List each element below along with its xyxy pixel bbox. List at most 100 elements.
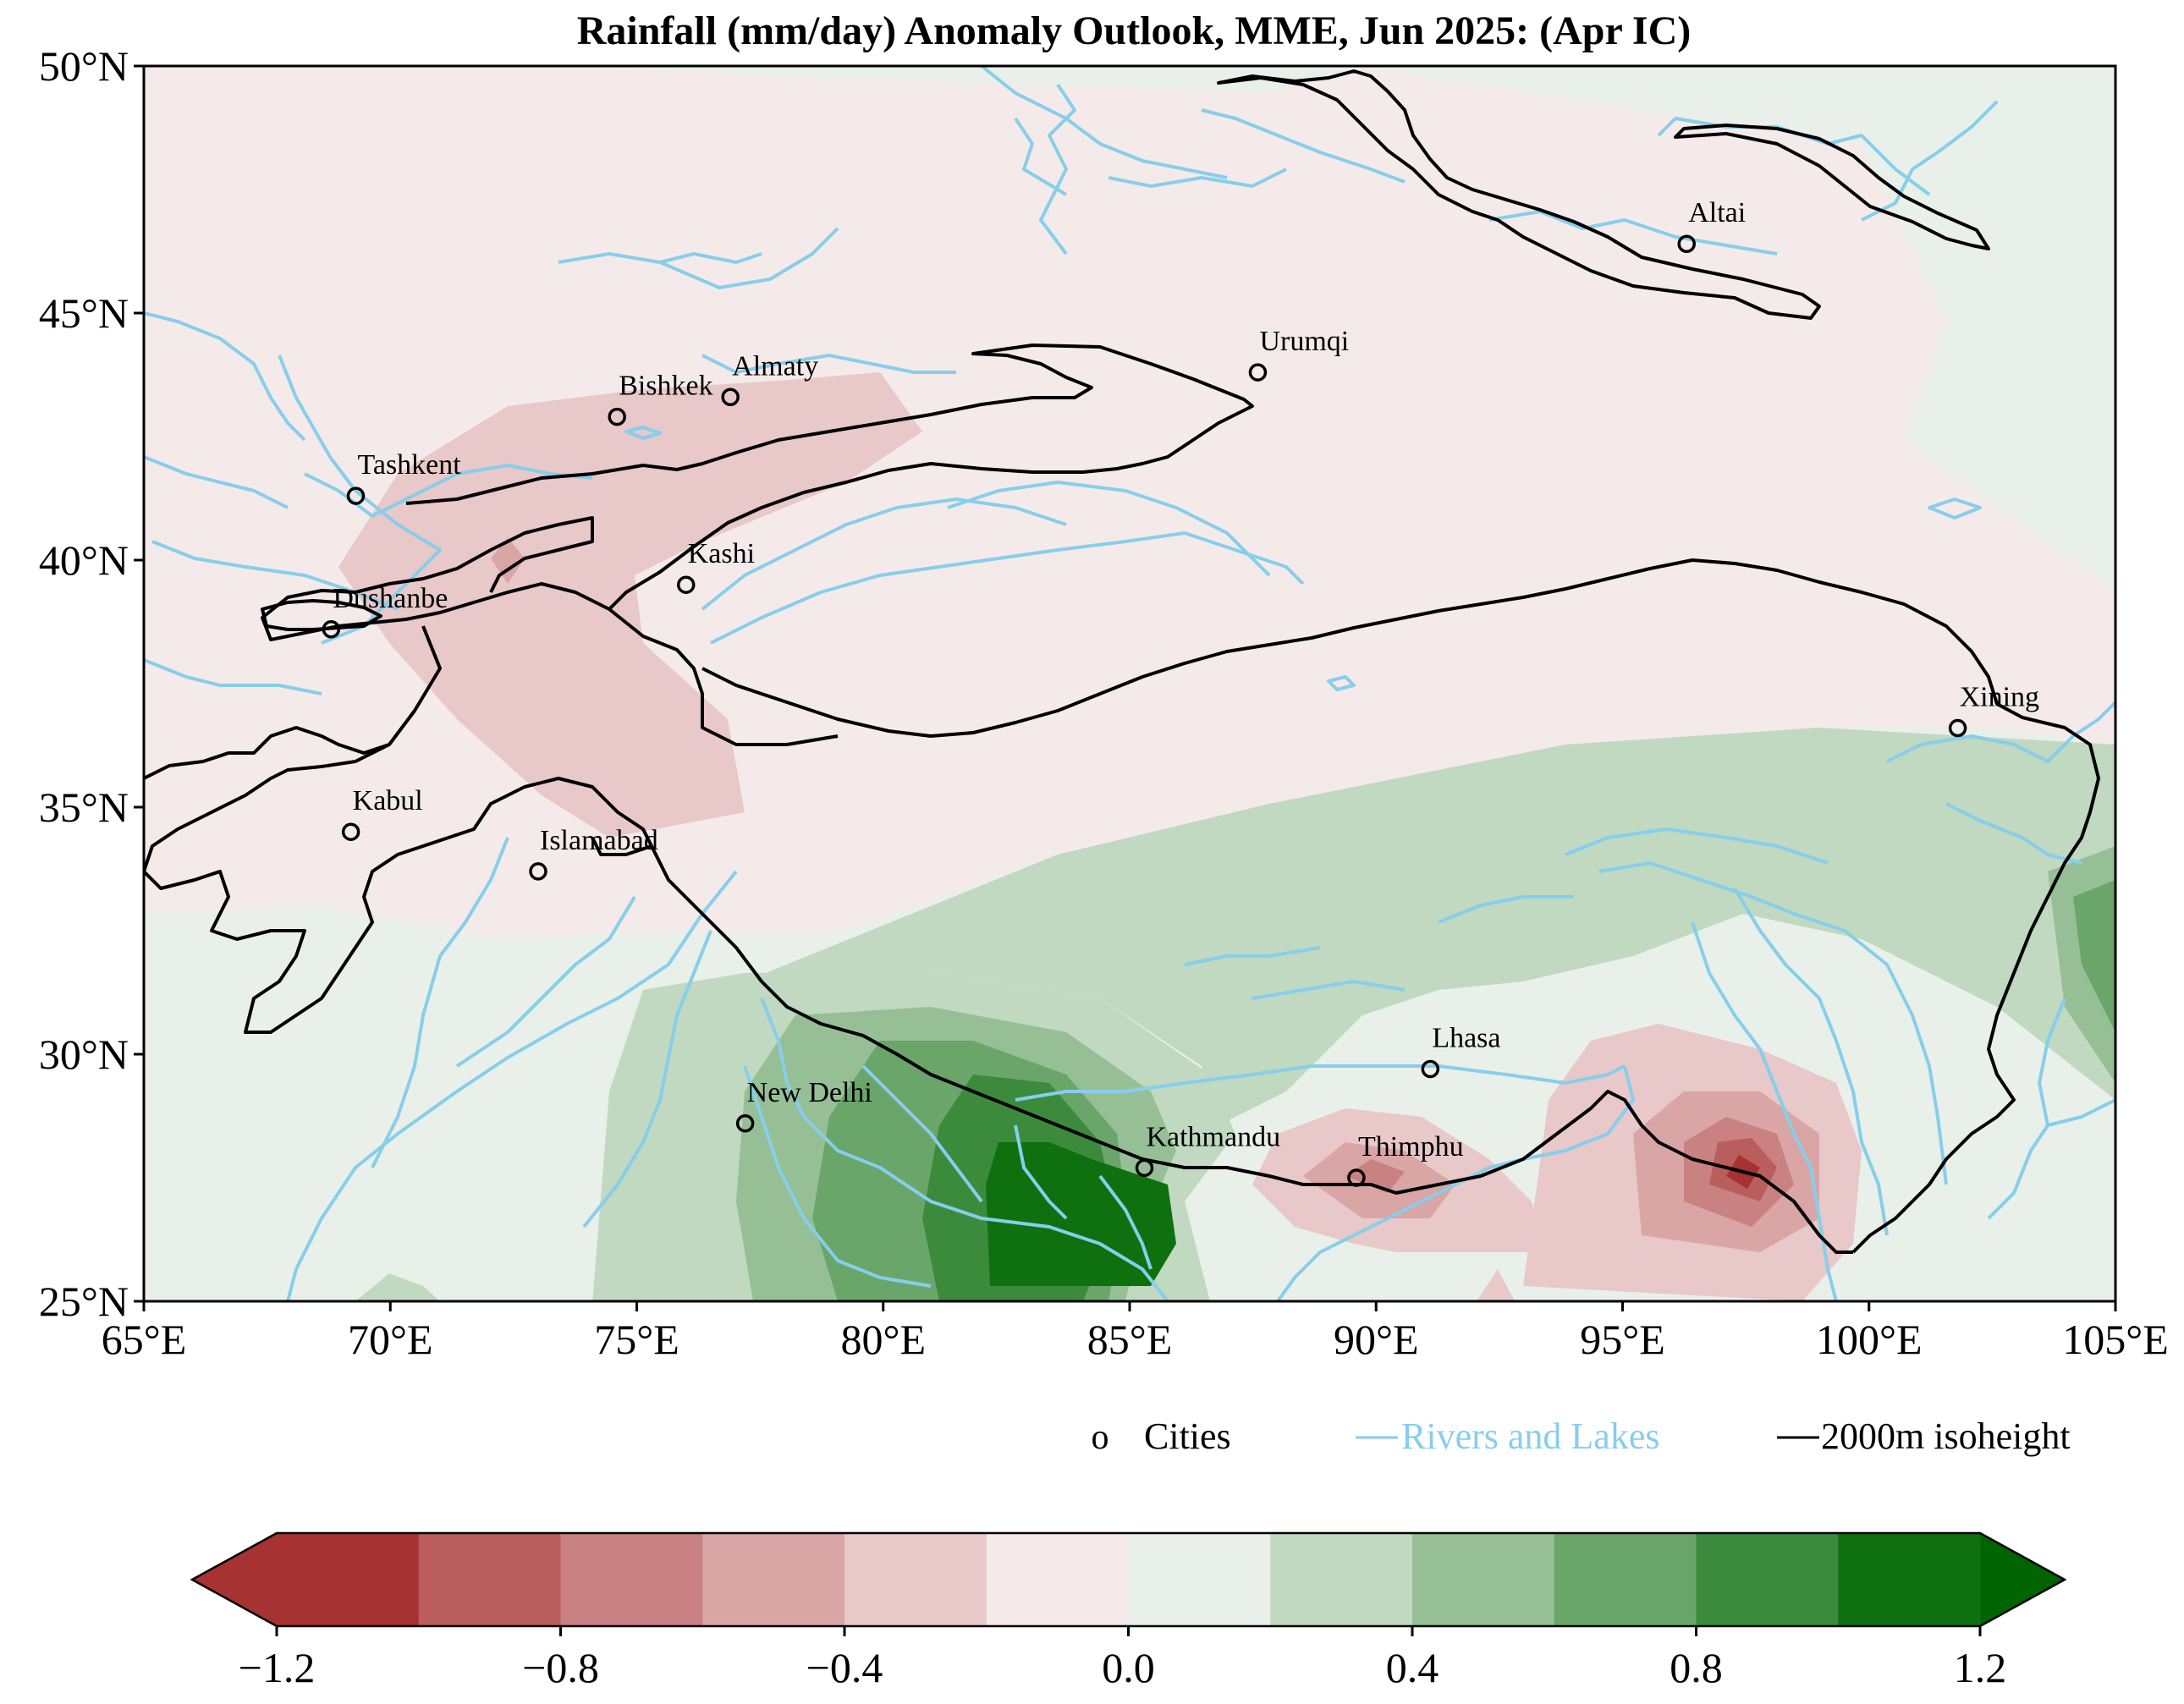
y-axis: 25°N 30°N 35°N 40°N 45°N 50°N	[39, 42, 144, 1325]
colorbar: −1.2 −0.8 −0.4 0.0 0.4 0.8 1.2	[190, 1531, 2067, 1691]
river-salween	[1691, 921, 1838, 1301]
river-north-2	[1201, 108, 1406, 184]
legend-cities-marker: o	[1092, 1418, 1109, 1457]
map-title: Rainfall (mm/day) Anomaly Outlook, MME, …	[577, 8, 1692, 53]
city-label-altai: Altai	[1688, 197, 1746, 228]
city-label-urumqi: Urumqi	[1259, 326, 1349, 357]
anomaly-field-dry-bhutan-3	[1345, 1159, 1405, 1193]
colorbar-bin	[1554, 1533, 1697, 1626]
x-axis: 65°E 70°E 75°E 80°E 85°E 90°E 95°E 100°E 105°E	[102, 1301, 2169, 1363]
anomaly-field-dry-central-asia	[338, 372, 922, 838]
x-tick-label: 95°E	[1580, 1316, 1665, 1363]
river-yellow	[1886, 701, 2115, 763]
y-tick-label: 30°N	[39, 1031, 129, 1078]
city-label-tashkent: Tashkent	[357, 449, 461, 481]
river-yamuna	[743, 1065, 932, 1288]
river-syr-darya	[304, 464, 593, 518]
river-tibet-1	[1184, 946, 1321, 966]
colorbar-bin	[986, 1533, 1129, 1626]
river-sutlej	[582, 930, 712, 1229]
river-indus-2	[371, 837, 509, 1168]
legend-cities-label: Cities	[1144, 1415, 1231, 1457]
river-indus	[286, 870, 738, 1301]
city-marker-lhasa	[1421, 1059, 1440, 1079]
city-marker-kashi	[677, 575, 696, 594]
colorbar-bin	[1128, 1533, 1271, 1626]
river-ghaghara	[861, 1064, 983, 1203]
city-marker-dushanbe	[322, 620, 341, 639]
city-marker-kabul	[341, 822, 360, 841]
river-irtysh-2	[1108, 168, 1287, 188]
city-marker-bishkek	[608, 407, 626, 426]
city-label-almaty: Almaty	[732, 350, 818, 382]
anomaly-field-wet-tibet	[745, 728, 2115, 1125]
city-marker-thimphu	[1347, 1168, 1366, 1187]
city-marker-islamabad	[529, 862, 547, 881]
river-yarlung	[1015, 1064, 1626, 1102]
colorbar-bin	[702, 1533, 845, 1626]
river-west-2	[151, 540, 399, 611]
isoheight-dushanbe	[261, 599, 382, 631]
river-ili	[701, 354, 956, 374]
river-mongolia-3	[1861, 100, 1999, 222]
city-label-lhasa: Lhasa	[1432, 1023, 1500, 1054]
anomaly-field-wet-east-core	[2073, 880, 2115, 1032]
river-yangtze	[1598, 861, 1948, 1185]
colorbar-tick-label: 0.0	[1102, 1644, 1155, 1691]
isoheight-pamir-hindukush	[261, 516, 610, 641]
isoheight-tianshan	[405, 344, 1254, 746]
river-kosi	[1098, 1174, 1153, 1270]
isoheight-mongolia-east	[1674, 124, 1990, 250]
rivers	[144, 66, 2115, 1301]
anomaly-field-wet-sw	[355, 1273, 440, 1301]
colorbar-bin	[418, 1533, 561, 1626]
colorbar-bin	[1696, 1533, 1839, 1626]
city-label-islamabad: Islamabad	[540, 825, 658, 856]
city-marker-urumqi	[1248, 363, 1268, 382]
anomaly-field-slightly-wet-north	[144, 66, 2115, 592]
river-west-1	[144, 311, 306, 442]
colorbar-tick-label: −1.2	[239, 1644, 316, 1691]
colorbar-bin	[560, 1533, 703, 1626]
lake-qinghai	[1928, 497, 1982, 519]
colorbar-tick-label: 1.2	[1954, 1644, 2007, 1691]
city-marker-kathmandu	[1135, 1158, 1154, 1178]
legend: o Cities Rivers and Lakes 2000m isoheigh…	[1092, 1415, 2071, 1457]
city-label-kashi: Kashi	[688, 538, 755, 569]
colorbar-bin	[1838, 1533, 1981, 1626]
river-tibet-2	[1252, 980, 1406, 1000]
city-label-kathmandu: Kathmandu	[1146, 1121, 1280, 1152]
river-tarim-3	[947, 481, 1271, 577]
y-tick-label: 25°N	[39, 1278, 129, 1325]
map-area: Altai Urumqi Almaty Bishkek Tashkent Kashi Dus…	[142, 64, 2117, 1303]
x-tick-label: 90°E	[1334, 1316, 1419, 1363]
y-tick-label: 50°N	[39, 42, 129, 90]
colorbar-extend-min	[192, 1533, 277, 1626]
anomaly-field-dry-south-tip	[1477, 1269, 1515, 1301]
river-qaidam	[1438, 895, 1574, 924]
river-amu-darya	[278, 355, 442, 645]
colorbar-tick-label: −0.4	[806, 1644, 883, 1691]
colorbar-bin	[1412, 1533, 1555, 1626]
anomaly-field-dry-spot	[491, 537, 525, 584]
x-tick-label: 105°E	[2062, 1316, 2169, 1363]
colorbar-bin	[277, 1533, 420, 1626]
river-west-4	[144, 455, 289, 509]
colorbar-tick-label: 0.4	[1386, 1644, 1439, 1691]
city-marker-new-delhi	[735, 1114, 755, 1133]
x-tick-label: 65°E	[102, 1316, 187, 1363]
city-label-thimphu: Thimphu	[1358, 1131, 1464, 1163]
river-ganges	[760, 998, 1169, 1301]
river-west-3	[144, 658, 322, 695]
colorbar-tick-label: 0.8	[1670, 1644, 1723, 1691]
city-marker-xining	[1948, 718, 1967, 738]
city-label-kabul: Kabul	[353, 785, 423, 816]
y-tick-label: 35°N	[39, 783, 129, 831]
legend-isoheight-label: 2000m isoheight	[1821, 1415, 2071, 1457]
x-tick-label: 75°E	[594, 1316, 679, 1363]
river-mekong	[1733, 887, 1889, 1236]
river-irtysh	[980, 66, 1228, 179]
y-tick-label: 40°N	[39, 536, 129, 584]
river-tarim	[710, 531, 1305, 645]
